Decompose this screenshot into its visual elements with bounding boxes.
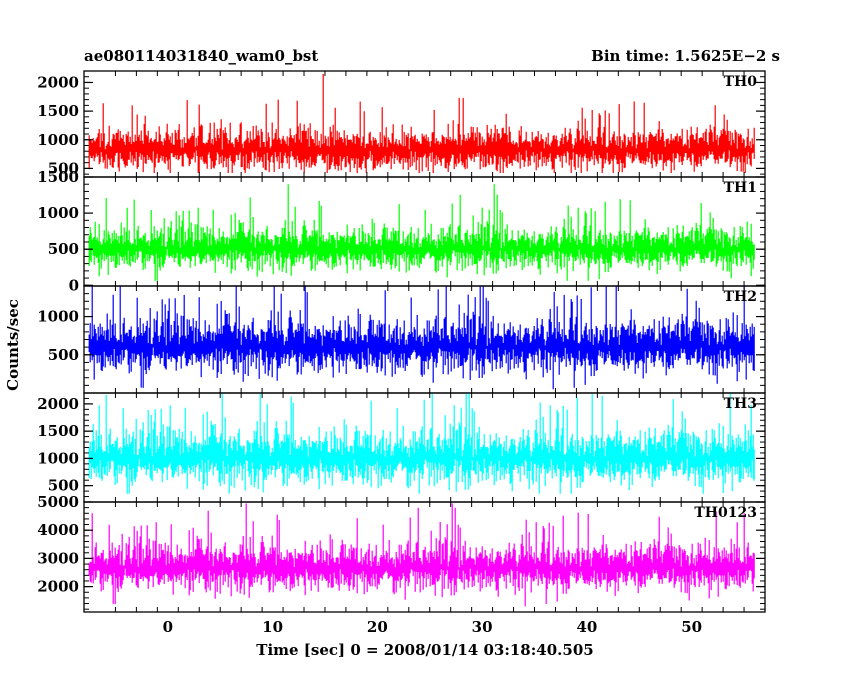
y-tick-label: 500 [48,346,79,364]
panel-label: TH3 [724,396,757,412]
y-tick-label: 1000 [37,131,79,149]
y-tick-label: 500 [48,240,79,258]
panel-th2: 1000 500 TH2 [37,285,766,394]
series-th2 [88,286,755,390]
x-axis-label: Time [sec] 0 = 2008/01/14 03:18:40.505 [256,641,593,659]
y-tick-label: 2000 [37,73,79,91]
y-tick-label: 500 [48,477,79,495]
y-tick-label: 1000 [37,308,79,326]
y-tick-label: 5000 [37,493,79,511]
y-axis-label: Counts/sec [4,299,22,391]
y-tick-label: 4000 [37,521,79,539]
panel-th0: 2000 1500 1000 500 TH0 [37,70,766,178]
bin-time-label: Bin time: 1.5625E−2 s [591,47,780,65]
panels-group: 200015001000500TH0150010005000TH11000500… [37,70,766,636]
panel-th3: 2000 1500 1000 500 TH3 [37,392,766,503]
panel-label: TH0 [724,74,758,90]
series-th3 [88,393,755,494]
series-th0 [88,73,755,173]
panel-th1: 1500 1000 500 0 TH1 [37,168,766,294]
chart-title: ae080114031840_wam0_bst [84,47,318,65]
x-tick-label: 50 [681,618,702,636]
y-tick-label: 2000 [37,578,79,596]
panel-label: TH1 [724,180,757,196]
y-tick-label: 2000 [37,395,79,413]
y-tick-label: 3000 [37,549,79,567]
y-tick-label: 1500 [37,102,79,120]
x-tick-label: 40 [576,618,597,636]
panel-frame [83,501,766,613]
x-tick-label: 10 [262,618,283,636]
panel-th0123: 5000 4000 3000 2000 TH0123 [37,493,766,613]
x-tick-label: 0 [163,618,173,636]
panel-label: TH2 [724,289,757,305]
y-tick-label: 0 [69,276,79,294]
y-tick-label: 1000 [37,449,79,467]
y-tick-label: 1500 [37,422,79,440]
y-tick-label: 1500 [37,168,79,186]
series-th0123 [88,503,755,607]
y-tick-label: 1000 [37,204,79,222]
x-tick-label: 30 [472,618,493,636]
panel-label: TH0123 [694,505,757,521]
series-th1 [88,184,755,281]
y-tick-label: 500 [48,159,79,177]
x-tick-label: 20 [367,618,388,636]
panel-frame [83,176,766,287]
